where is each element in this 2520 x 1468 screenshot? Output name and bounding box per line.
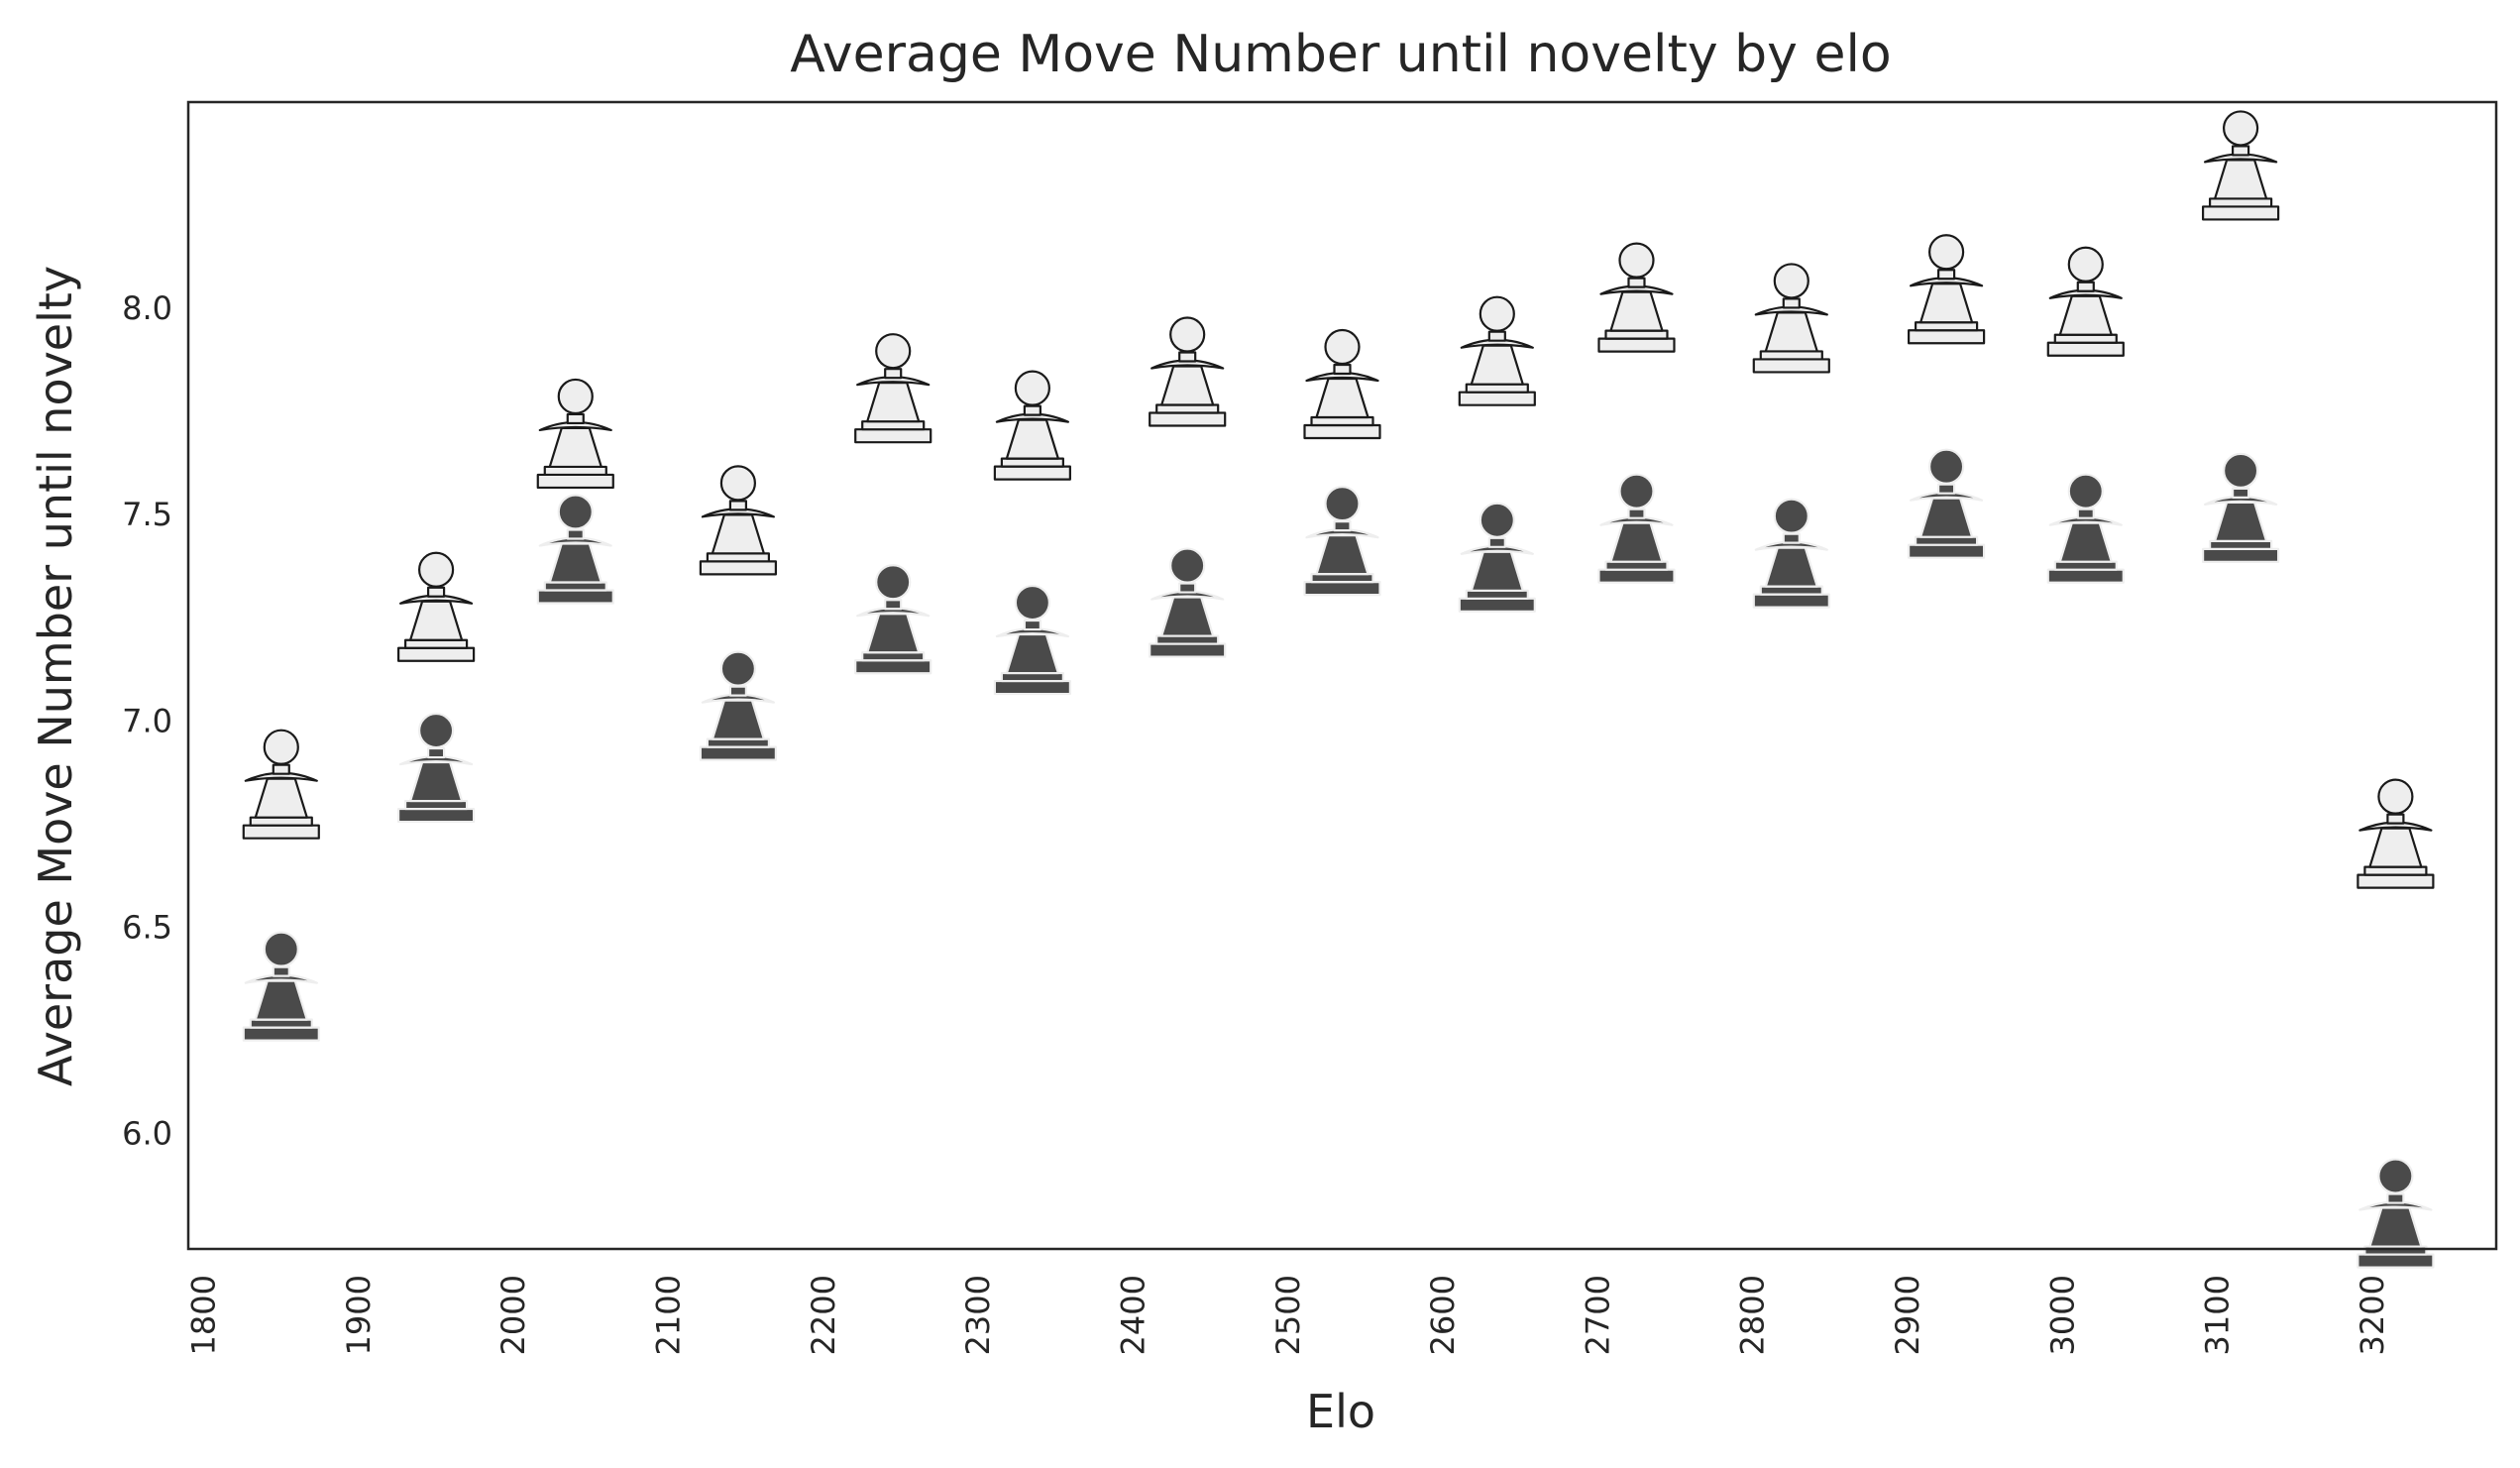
x-tick-label: 2100 xyxy=(650,1275,688,1355)
chess-pawn-icon xyxy=(242,729,320,840)
x-tick-label: 2200 xyxy=(805,1275,842,1355)
x-axis-ticks: 1800 1900 2000 2100 2200 2300 2400 2500 2600 2700… xyxy=(185,1275,2391,1355)
x-tick-label: 3100 xyxy=(2199,1275,2237,1355)
chess-pawn-icon xyxy=(1752,263,1830,374)
chess-pawn-icon xyxy=(2201,110,2280,221)
chess-pawn-icon xyxy=(396,551,476,662)
y-tick-label: 7.0 xyxy=(122,702,172,739)
chess-pawn-icon xyxy=(1458,295,1536,406)
chart-title: Average Move Number until novelty by elo xyxy=(790,25,1891,84)
x-tick-label: 2300 xyxy=(959,1275,997,1355)
chess-pawn-icon xyxy=(1597,242,1676,353)
chess-pawn-icon xyxy=(1149,316,1227,427)
x-tick-label: 2800 xyxy=(1734,1275,1772,1355)
chess-pawn-icon xyxy=(1597,473,1676,584)
chess-pawn-icon xyxy=(854,333,932,444)
chess-pawn-icon xyxy=(2201,452,2280,563)
chess-pawn-icon xyxy=(699,465,777,576)
chess-pawn-icon xyxy=(1752,498,1830,609)
x-tick-label: 2500 xyxy=(1269,1275,1307,1355)
x-tick-label: 1800 xyxy=(185,1275,223,1355)
chess-pawn-icon xyxy=(1458,502,1536,613)
x-tick-label: 2400 xyxy=(1114,1275,1151,1355)
y-tick-label: 7.5 xyxy=(122,496,172,533)
x-tick-label: 1900 xyxy=(340,1275,378,1355)
x-tick-label: 2000 xyxy=(494,1275,532,1355)
chess-pawn-icon xyxy=(536,494,614,605)
x-tick-label: 2700 xyxy=(1579,1275,1616,1355)
chess-pawn-icon xyxy=(1303,328,1381,440)
chess-pawn-icon xyxy=(242,931,320,1042)
x-axis-label: Elo xyxy=(1306,1385,1375,1438)
chess-pawn-icon xyxy=(1908,448,1986,559)
chess-pawn-icon xyxy=(993,584,1071,696)
chess-pawn-icon xyxy=(993,370,1071,481)
chess-pawn-icon xyxy=(2356,1158,2435,1269)
chess-pawn-icon xyxy=(699,650,777,761)
x-tick-label: 3200 xyxy=(2354,1275,2391,1355)
data-points xyxy=(242,110,2435,1269)
y-tick-label: 6.5 xyxy=(122,908,172,946)
chess-pawn-icon xyxy=(2046,473,2125,584)
chess-pawn-icon xyxy=(854,564,932,675)
chess-pawn-icon xyxy=(536,378,614,490)
x-tick-label: 2600 xyxy=(1424,1275,1462,1355)
chess-pawn-icon xyxy=(396,712,476,824)
chess-pawn-icon xyxy=(1149,547,1227,658)
y-tick-label: 6.0 xyxy=(122,1114,172,1152)
x-tick-label: 2900 xyxy=(1889,1275,1926,1355)
chess-pawn-icon xyxy=(1303,486,1381,597)
x-tick-label: 3000 xyxy=(2043,1275,2081,1355)
plot-frame xyxy=(186,100,2498,1251)
chess-pawn-icon xyxy=(2046,246,2125,357)
chess-pawn-icon xyxy=(1908,234,1986,345)
chess-pawn-icon xyxy=(2356,778,2435,889)
y-axis-ticks: 6.0 6.5 7.0 7.5 8.0 xyxy=(122,289,172,1152)
y-axis-label: Average Move Number until novelty xyxy=(29,266,82,1086)
y-tick-label: 8.0 xyxy=(122,289,172,327)
